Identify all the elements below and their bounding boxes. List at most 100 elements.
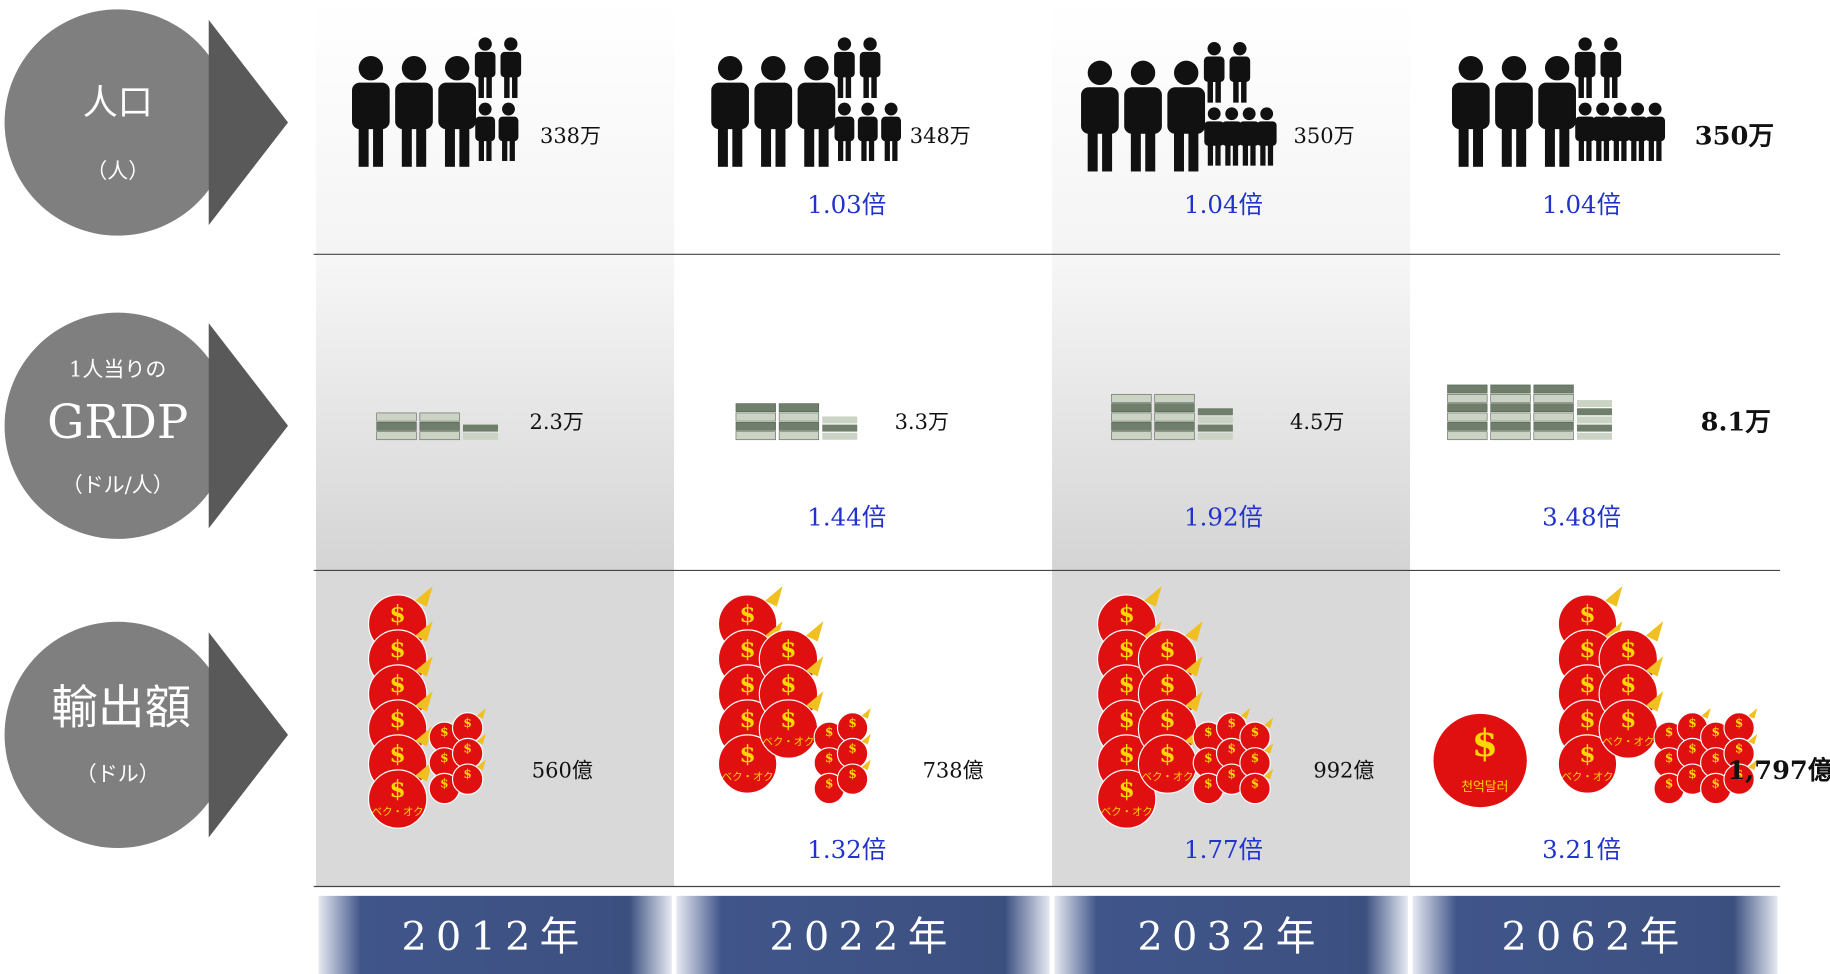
money-stack [1155, 432, 1195, 440]
leg [804, 117, 814, 167]
bag-label: ベク・オク [1101, 806, 1153, 818]
leg [486, 135, 491, 161]
head [445, 56, 469, 80]
money-stack [736, 422, 776, 430]
body [1600, 52, 1621, 77]
money-stack [1198, 425, 1233, 432]
ratio-label: 3.48倍 [1542, 503, 1621, 532]
body [1204, 57, 1225, 82]
money-stack [1112, 394, 1152, 402]
dollar-sign: $ [390, 636, 406, 663]
dollar-sign: $ [1119, 741, 1135, 768]
ratio-label: 1.77倍 [1184, 835, 1263, 864]
money-stack [1112, 404, 1152, 412]
leg [863, 71, 868, 98]
head [1631, 103, 1644, 116]
label-arrow [209, 323, 288, 528]
value-label: 348万 [910, 124, 971, 148]
dollar-sign: $ [1159, 706, 1175, 733]
dollar-sign: $ [739, 706, 755, 733]
leg [1268, 139, 1273, 165]
leg [885, 135, 890, 161]
money-stack [1577, 416, 1612, 423]
row-unit: （人） [86, 159, 149, 183]
value-label: 8.1万 [1701, 407, 1771, 437]
body [1538, 83, 1576, 130]
body [1239, 121, 1259, 145]
ratio-label: 1.92倍 [1184, 503, 1263, 532]
head [1578, 37, 1591, 50]
money-stack [1112, 413, 1152, 421]
money-stack [1491, 385, 1531, 393]
dollar-sign: $ [1119, 601, 1135, 628]
leg [1260, 139, 1265, 165]
head [718, 56, 742, 80]
leg [1215, 139, 1220, 165]
dollar-sign: $ [848, 741, 856, 755]
dollar-sign: $ [463, 767, 471, 781]
leg [1649, 135, 1654, 161]
leg [1243, 139, 1248, 165]
body [1628, 117, 1648, 141]
head [885, 103, 898, 116]
dollar-sign: $ [1688, 716, 1696, 730]
body [1645, 117, 1665, 141]
dollar-sign: $ [390, 741, 406, 768]
money-stack [463, 425, 498, 432]
body [1257, 121, 1277, 145]
dollar-sign: $ [825, 776, 833, 790]
dollar-sign: $ [463, 741, 471, 755]
value-label: 4.5万 [1290, 410, 1344, 434]
ratio-label: 1.32倍 [807, 835, 886, 864]
body [834, 52, 855, 77]
leg [1233, 75, 1238, 102]
dollar-sign: $ [390, 671, 406, 698]
value-label: 992億 [1313, 759, 1374, 783]
body [499, 117, 519, 141]
money-stack [1577, 433, 1612, 440]
leg [479, 135, 484, 161]
year-label: 2022年 [769, 914, 956, 960]
dollar-sign: $ [1204, 751, 1212, 765]
leg [1612, 71, 1617, 98]
dollar-sign: $ [1227, 767, 1235, 781]
dollar-sign: $ [1712, 776, 1720, 790]
dollar-sign: $ [1665, 725, 1673, 739]
dollar-sign: $ [1119, 671, 1135, 698]
leg [819, 117, 829, 167]
money-stack [779, 422, 819, 430]
dollar-sign: $ [390, 776, 406, 803]
dollar-sign: $ [440, 725, 448, 739]
head [1604, 37, 1617, 50]
money-stack [1534, 385, 1574, 393]
head [1243, 107, 1256, 120]
leg [1631, 135, 1636, 161]
body [1610, 117, 1630, 141]
leg [512, 71, 517, 98]
bag-label: ベク・オク [1561, 771, 1613, 783]
money-stack [1577, 400, 1612, 407]
head [1131, 61, 1155, 85]
leg [1208, 139, 1213, 165]
head [1545, 56, 1569, 80]
dollar-sign: $ [1735, 716, 1743, 730]
money-stack [377, 422, 417, 430]
body [438, 83, 476, 130]
ratio-label: 1.04倍 [1184, 190, 1263, 219]
money-stack [1112, 422, 1152, 430]
body [352, 83, 390, 130]
dollar-sign: $ [848, 767, 856, 781]
dollar-sign: $ [1579, 671, 1595, 698]
head [402, 56, 426, 80]
dollar-sign: $ [1665, 776, 1673, 790]
body [1081, 87, 1119, 134]
value-label: 338万 [540, 124, 601, 148]
ratio-label: 3.21倍 [1542, 835, 1621, 864]
body [711, 83, 749, 130]
head [359, 56, 383, 80]
money-stack [1491, 394, 1531, 402]
row-label: GRDP [47, 396, 188, 450]
leg [869, 135, 874, 161]
head [478, 37, 491, 50]
money-stack [1491, 404, 1531, 412]
